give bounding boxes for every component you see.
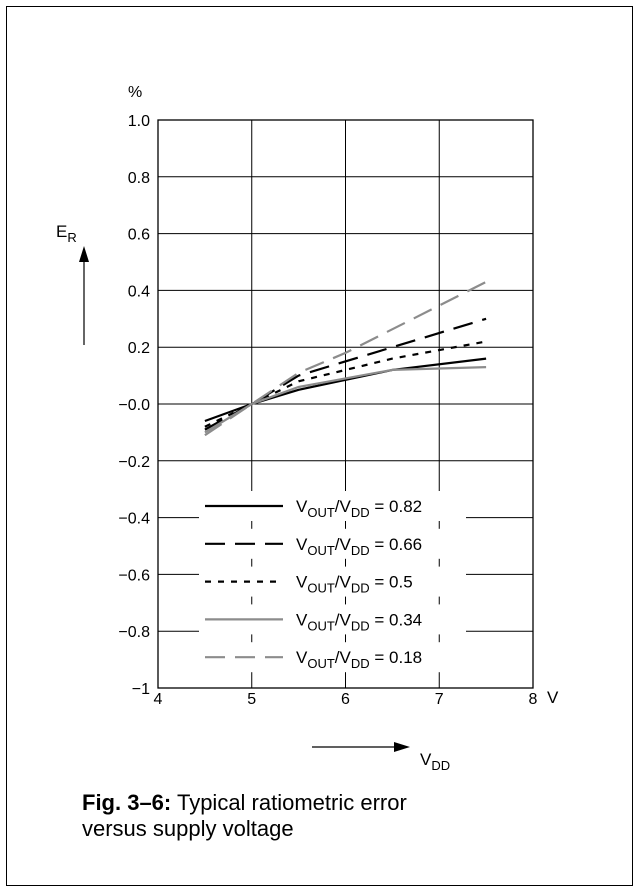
tick-labels: 4 5 6 7 8 1.0 0.8 0.6 0.4 0.2 −0.0 −0.2 −0.4 −0.6 −0.8… xyxy=(118,113,537,708)
series-line-3 xyxy=(204,340,487,428)
y-tick-label: 1.0 xyxy=(128,113,150,130)
legend-label-2: VOUT/VDD = 0.66 xyxy=(296,535,422,558)
series-line-5 xyxy=(204,280,487,437)
x-tick-label: 7 xyxy=(435,691,444,708)
legend-label-4: VOUT/VDD = 0.34 xyxy=(296,610,422,633)
y-axis-arrow-head xyxy=(79,246,89,262)
x-tick-label: 4 xyxy=(154,691,163,708)
legend: VOUT/VDD = 0.82 VOUT/VDD = 0.66 VOUT/VDD =… xyxy=(199,491,466,673)
x-axis-arrow-head xyxy=(394,742,410,752)
legend-label-1: VOUT/VDD = 0.82 xyxy=(296,497,422,520)
x-tick-label: 6 xyxy=(341,691,350,708)
series-lines xyxy=(204,280,487,437)
legend-label-5: VOUT/VDD = 0.18 xyxy=(296,648,422,671)
y-tick-label: 0.8 xyxy=(128,170,150,187)
y-tick-label: −0.0 xyxy=(118,397,150,414)
legend-label-3: VOUT/VDD = 0.5 xyxy=(296,573,413,596)
plot-grid xyxy=(157,119,534,689)
x-tick-label: 8 xyxy=(529,691,538,708)
legend-background xyxy=(199,566,466,597)
caption-text: Typical ratiometric error xyxy=(171,790,407,815)
y-tick-label: −0.4 xyxy=(118,511,150,528)
figure-frame xyxy=(6,6,633,886)
caption-line-2: versus supply voltage xyxy=(82,816,294,841)
y-tick-label: 0.4 xyxy=(128,283,150,300)
y-tick-label: 0.2 xyxy=(128,340,150,357)
x-unit-label: V xyxy=(547,688,559,707)
x-tick-label: 5 xyxy=(247,691,256,708)
figure-caption: Fig. 3–6: Typical ratiometric error vers… xyxy=(82,790,407,842)
series-line-1 xyxy=(204,357,487,423)
y-tick-label: −0.6 xyxy=(118,567,150,584)
caption-label: Fig. 3–6: xyxy=(82,790,172,815)
x-axis-label: VDD xyxy=(420,750,450,773)
y-axis-label: ER xyxy=(56,222,77,245)
y-tick-label: −0.8 xyxy=(118,624,150,641)
y-tick-label: −0.2 xyxy=(118,454,150,471)
y-unit-label: % xyxy=(128,84,142,101)
y-tick-label: 0.6 xyxy=(128,227,150,244)
y-tick-label: −1 xyxy=(132,681,150,698)
